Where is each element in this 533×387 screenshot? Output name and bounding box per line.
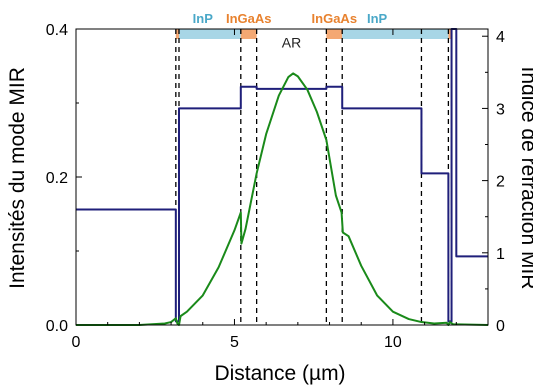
layer-band [179, 29, 241, 39]
layer-band [342, 29, 449, 39]
layer-band [175, 29, 179, 39]
y-left-tick-label: 0.2 [46, 170, 68, 187]
y-right-tick-label: 4 [496, 29, 505, 46]
y-right-tick-label: 0 [496, 318, 505, 335]
layer-band [326, 29, 343, 39]
y-right-tick-label: 3 [496, 101, 505, 118]
annotation-label: AR [282, 35, 301, 51]
x-tick-label: 10 [384, 334, 402, 351]
y-left-tick-label: 0.4 [46, 22, 68, 39]
annotation-label: InGaAs [226, 11, 272, 26]
annotation-label: InP [193, 11, 214, 26]
y-axis-label-left: Intensités du mode MIR [6, 67, 29, 289]
axes: 0 5 10 0.0 0.2 0.4 0 1 2 3 4 [46, 22, 505, 351]
annotation-label: InP [367, 11, 388, 26]
mode-intensity-line [76, 72, 489, 326]
plot-frame [75, 28, 489, 326]
layer-band [448, 29, 452, 39]
x-axis-label: Distance (µm) [214, 362, 345, 385]
x-tick-label: 5 [230, 334, 239, 351]
data-lines [76, 28, 489, 326]
vertical-dashed-lines [175, 29, 453, 325]
annotation-label: InGaAs [312, 11, 358, 26]
y-axis-label-right: Indice de réfraction MIR [517, 67, 533, 290]
layer-bands [175, 29, 452, 39]
refractive-index-line [76, 28, 488, 323]
y-left-tick-label: 0.0 [46, 318, 68, 335]
y-right-tick-label: 2 [496, 174, 505, 191]
layer-labels: InP InGaAs InGaAs InP AR [193, 11, 388, 51]
y-right-tick-label: 1 [496, 246, 505, 263]
layer-band [240, 29, 257, 39]
x-tick-label: 0 [72, 334, 81, 351]
